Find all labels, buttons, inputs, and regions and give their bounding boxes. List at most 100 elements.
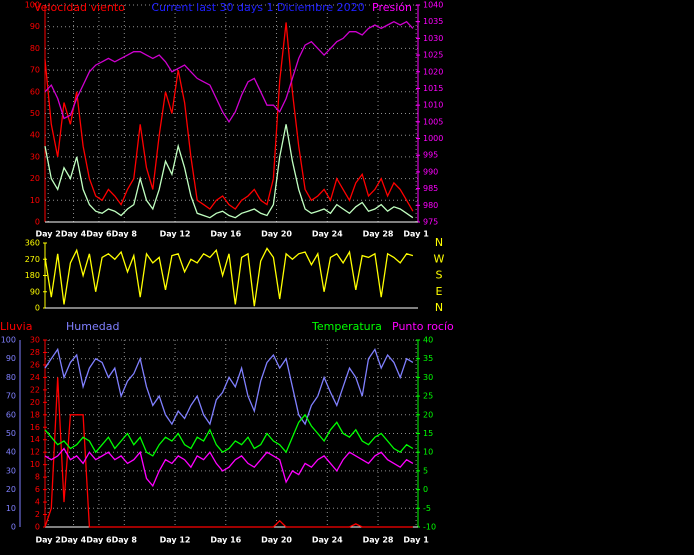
series-line (44, 124, 414, 219)
y2-axis-label: Presión (372, 1, 412, 14)
y-tick-label: 70 (6, 392, 16, 401)
y3-tick-label: 26 (30, 360, 40, 369)
y2-tick-label: -10 (423, 523, 436, 532)
y2-tick-label: 1005 (423, 117, 443, 126)
y-tick-label: 60 (6, 410, 16, 419)
y-tick-label: 90 (30, 22, 40, 31)
y-tick-label: 20 (30, 174, 40, 183)
y3-tick-label: 24 (30, 373, 40, 382)
y3-tick-label: 16 (30, 423, 40, 432)
x-tick-label: Day 12 (160, 536, 191, 545)
x-tick-label: Day 24 (312, 230, 343, 239)
y2-tick-label: S (436, 269, 443, 282)
y2-tick-label: 1010 (423, 101, 443, 110)
y2-tick-label: 5 (423, 466, 428, 475)
y2-tick-label: N (435, 301, 443, 314)
x-tick-label: Day 12 (160, 230, 191, 239)
y-tick-label: 270 (25, 255, 40, 264)
legend-label: Temperatura (311, 320, 382, 333)
y3-tick-label: 4 (35, 498, 40, 507)
series-line (44, 347, 414, 426)
y3-tick-label: 12 (30, 448, 40, 457)
x-tick-label: Day 28 (363, 230, 394, 239)
x-tick-label: Day 2 (35, 230, 60, 239)
y2-tick-label: 35 (423, 354, 433, 363)
y2-tick-label: 1030 (423, 34, 443, 43)
x-tick-label: Day 24 (312, 536, 343, 545)
legend-label: Lluvia (0, 320, 32, 333)
y2-tick-label: 15 (423, 429, 433, 438)
y-tick-label: 50 (30, 109, 40, 118)
y2-tick-label: 1015 (423, 84, 443, 93)
y3-tick-label: 28 (30, 348, 40, 357)
y2-tick-label: 985 (423, 184, 438, 193)
y2-tick-label: 20 (423, 410, 433, 419)
x-tick-label: Day 4 (61, 230, 87, 239)
y-tick-label: 20 (6, 485, 16, 494)
x-tick-label: Day 20 (261, 536, 292, 545)
y2-tick-label: 1035 (423, 17, 443, 26)
series-line (44, 247, 414, 307)
y-tick-label: 80 (30, 44, 40, 53)
y3-tick-label: 14 (30, 435, 40, 444)
y-tick-label: 90 (30, 287, 40, 296)
legend-label: Punto rocío (392, 320, 454, 333)
y-tick-label: 60 (30, 87, 40, 96)
plot-area (45, 340, 418, 527)
y3-tick-label: 20 (30, 398, 40, 407)
y-tick-label: 50 (6, 429, 16, 438)
y-tick-label: 180 (25, 271, 40, 280)
legend-label: Humedad (66, 320, 119, 333)
y3-tick-label: 8 (35, 473, 40, 482)
y3-tick-label: 0 (35, 523, 40, 532)
y2-tick-label: W (434, 252, 445, 265)
y-tick-label: 30 (30, 152, 40, 161)
series-line (44, 22, 414, 212)
series-line (44, 413, 414, 457)
y-tick-label: 100 (1, 336, 16, 345)
x-tick-label: Day 1 (403, 536, 429, 545)
x-tick-label: Day 28 (363, 536, 394, 545)
y3-tick-label: 2 (35, 510, 40, 519)
y2-tick-label: 10 (423, 448, 433, 457)
y2-tick-label: 1000 (423, 134, 443, 143)
x-tick-label: Day 16 (210, 536, 241, 545)
x-tick-label: Day 2 (35, 536, 60, 545)
y-tick-label: 0 (35, 218, 40, 227)
y3-tick-label: 18 (30, 410, 40, 419)
x-tick-label: Day 16 (210, 230, 241, 239)
y2-tick-label: E (436, 285, 443, 298)
y-tick-label: 70 (30, 66, 40, 75)
y-tick-label: 100 (25, 1, 40, 10)
y-tick-label: 90 (6, 354, 16, 363)
y2-tick-label: 1020 (423, 67, 443, 76)
series-line (44, 377, 413, 528)
x-tick-label: Day 6 (86, 230, 112, 239)
y-axis-label: Velocidad viento (34, 1, 125, 14)
y2-tick-label: 980 (423, 201, 438, 210)
y-tick-label: 10 (6, 504, 16, 513)
x-tick-label: Day 4 (61, 536, 87, 545)
y-tick-label: 40 (6, 448, 16, 457)
chart-title: Current last 30 days 1 Diciembre 2020 (151, 1, 364, 14)
y3-tick-label: 30 (30, 336, 40, 345)
y-tick-label: 0 (35, 304, 40, 313)
y-tick-label: 360 (25, 239, 40, 248)
y3-tick-label: 6 (35, 485, 40, 494)
y2-tick-label: 40 (423, 336, 433, 345)
series-line (44, 20, 414, 124)
x-tick-label: Day 6 (86, 536, 112, 545)
y-tick-label: 30 (6, 466, 16, 475)
y2-tick-label: N (435, 236, 443, 249)
plot-area (45, 5, 418, 222)
y3-tick-label: 22 (30, 385, 40, 394)
series-line (44, 447, 414, 488)
y3-tick-label: 10 (30, 460, 40, 469)
y2-tick-label: 30 (423, 373, 433, 382)
x-tick-label: Day 8 (112, 230, 138, 239)
x-tick-label: Day 20 (261, 230, 292, 239)
x-tick-label: Day 8 (112, 536, 138, 545)
y-tick-label: 0 (11, 523, 16, 532)
y2-tick-label: 1040 (423, 1, 443, 10)
